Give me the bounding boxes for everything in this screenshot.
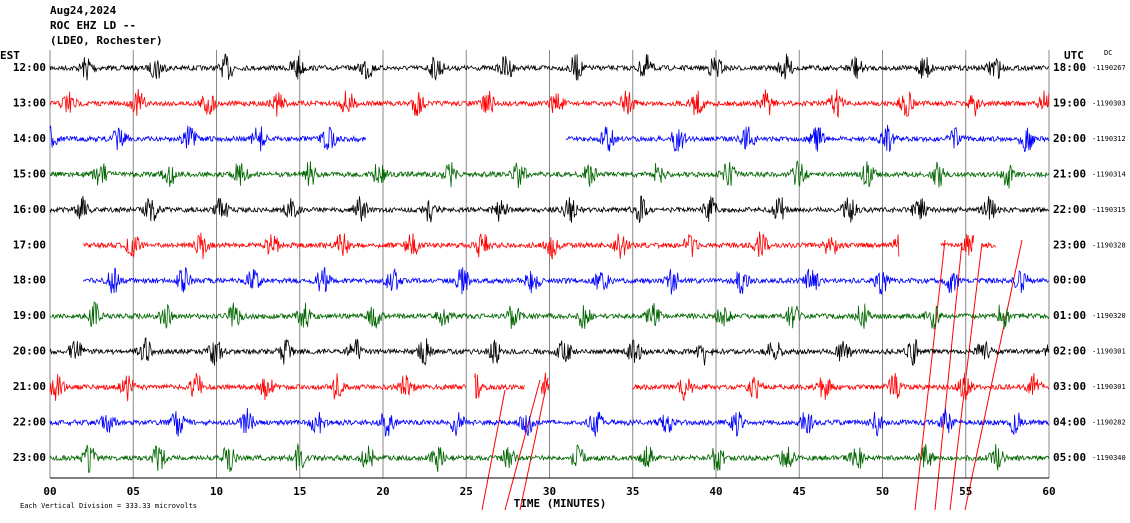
dc-value: -1190312 xyxy=(1092,135,1126,143)
right-time: 03:00 xyxy=(1053,380,1086,393)
trace xyxy=(49,160,1050,189)
right-zone: UTC xyxy=(1064,49,1084,62)
x-tick-label: 30 xyxy=(543,485,556,498)
x-tick-label: 10 xyxy=(210,485,223,498)
x-tick-label: 15 xyxy=(293,485,306,498)
dc-value: -1190303 xyxy=(1092,99,1126,107)
marker-line xyxy=(934,242,963,511)
x-tick-label: 50 xyxy=(876,485,889,498)
dc-header: DC xyxy=(1104,49,1112,57)
x-tick-label: 35 xyxy=(626,485,639,498)
dc-value: -1190267 xyxy=(1092,64,1126,72)
right-time: 01:00 xyxy=(1053,309,1086,322)
x-tick-label: 25 xyxy=(460,485,473,498)
station: ROC EHZ LD -- xyxy=(50,19,136,32)
x-tick-label: 55 xyxy=(959,485,972,498)
trace xyxy=(474,373,525,399)
left-time: 23:00 xyxy=(13,451,46,464)
left-zone: EST xyxy=(0,49,20,62)
dc-value: -1190340 xyxy=(1092,454,1126,462)
left-time: 13:00 xyxy=(13,96,46,109)
right-time: 22:00 xyxy=(1053,203,1086,216)
x-tick-label: 05 xyxy=(127,485,140,498)
trace xyxy=(940,233,975,256)
left-time: 18:00 xyxy=(13,274,46,287)
marker-line xyxy=(519,377,549,511)
left-time: 20:00 xyxy=(13,345,46,358)
left-time: 17:00 xyxy=(13,238,46,251)
marker-line xyxy=(914,239,946,511)
scale-note: Each Vertical Division = 333.33 microvol… xyxy=(20,502,197,510)
left-time: 19:00 xyxy=(13,309,46,322)
trace xyxy=(49,336,1050,367)
x-tick-label: 60 xyxy=(1042,485,1055,498)
right-time: 04:00 xyxy=(1053,416,1086,429)
dc-value: -1190301 xyxy=(1092,383,1126,391)
right-time: 19:00 xyxy=(1053,96,1086,109)
left-time: 16:00 xyxy=(13,203,46,216)
trace xyxy=(83,231,900,260)
x-tick-label: 20 xyxy=(376,485,389,498)
marker-line xyxy=(964,239,1023,511)
dc-value: -1190314 xyxy=(1092,170,1126,178)
trace xyxy=(49,373,467,402)
trace xyxy=(49,195,1050,223)
dc-value: -1190282 xyxy=(1092,419,1126,427)
dc-value: -1190320 xyxy=(1092,312,1126,320)
x-tick-label: 40 xyxy=(709,485,722,498)
left-time: 22:00 xyxy=(13,416,46,429)
marker-line xyxy=(481,389,506,511)
left-time: 21:00 xyxy=(13,380,46,393)
x-tick-label: 45 xyxy=(793,485,806,498)
trace xyxy=(982,241,997,249)
trace xyxy=(49,53,1049,81)
trace xyxy=(49,301,1050,330)
right-time: 00:00 xyxy=(1053,274,1086,287)
dc-value: -1190315 xyxy=(1092,206,1126,214)
right-time: 02:00 xyxy=(1053,345,1086,358)
dc-value: -1190328 xyxy=(1092,241,1126,249)
left-time: 12:00 xyxy=(13,61,46,74)
x-tick-label: 00 xyxy=(43,485,56,498)
right-time: 05:00 xyxy=(1053,451,1086,464)
trace xyxy=(565,124,1049,153)
x-axis-label: TIME (MINUTES) xyxy=(514,497,607,510)
location: (LDEO, Rochester) xyxy=(50,34,163,47)
right-time: 21:00 xyxy=(1053,167,1086,180)
trace xyxy=(632,372,1049,401)
right-time: 23:00 xyxy=(1053,238,1086,251)
left-time: 15:00 xyxy=(13,167,46,180)
right-time: 18:00 xyxy=(1053,61,1086,74)
trace xyxy=(49,88,1050,119)
trace xyxy=(540,372,550,395)
trace xyxy=(49,125,367,152)
right-time: 20:00 xyxy=(1053,132,1086,145)
date: Aug24,2024 xyxy=(50,4,117,17)
trace xyxy=(49,443,1050,473)
marker-line xyxy=(504,379,541,511)
trace xyxy=(82,266,1049,295)
dc-value: -1190301 xyxy=(1092,348,1126,356)
trace xyxy=(49,407,1050,438)
left-time: 14:00 xyxy=(13,132,46,145)
